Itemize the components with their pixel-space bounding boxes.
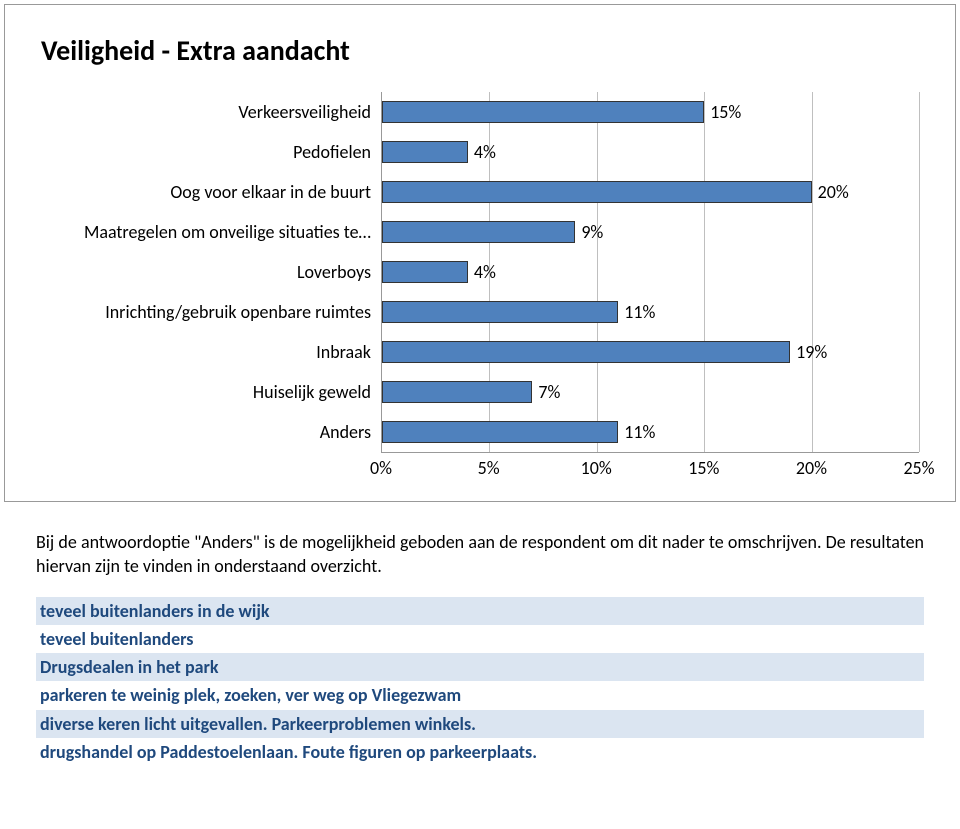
bar: [382, 301, 618, 323]
x-tick-label: 20%: [796, 457, 827, 479]
bar-row: 11%: [382, 292, 919, 332]
bar: [382, 261, 468, 283]
bar-value-label: 7%: [538, 381, 560, 403]
bar-row: 15%: [382, 92, 919, 132]
x-axis: 0%5%10%15%20%25%: [41, 453, 919, 481]
bar-value-label: 11%: [624, 421, 655, 443]
x-tick-label: 25%: [903, 457, 934, 479]
list-item: Drugsdealen in het park: [36, 653, 924, 681]
x-tick-label: 10%: [581, 457, 612, 479]
category-label: Maatregelen om onveilige situaties te…: [41, 212, 381, 252]
category-label: Inbraak: [41, 332, 381, 372]
x-axis-ticks: 0%5%10%15%20%25%: [381, 453, 919, 481]
chart-panel: Veiligheid - Extra aandacht Verkeersveil…: [4, 4, 956, 502]
bar: [382, 221, 575, 243]
x-tick-label: 15%: [688, 457, 719, 479]
bar-value-label: 9%: [581, 221, 603, 243]
category-label: Oog voor elkaar in de buurt: [41, 172, 381, 212]
bar-value-label: 19%: [796, 341, 827, 363]
bar: [382, 141, 468, 163]
bar: [382, 341, 790, 363]
bar: [382, 101, 704, 123]
explanation-paragraph: Bij de antwoordoptie "Anders" is de moge…: [36, 530, 924, 579]
bar: [382, 421, 618, 443]
responses-list: teveel buitenlanders in de wijkteveel bu…: [36, 597, 924, 767]
bars-column: 15% 4% 20% 9% 4% 11% 19% 7% 11%: [381, 92, 919, 453]
category-label: Anders: [41, 412, 381, 452]
category-labels-column: VerkeersveiligheidPedofielenOog voor elk…: [41, 92, 381, 453]
bar-row: 19%: [382, 332, 919, 372]
bar-row: 11%: [382, 412, 919, 452]
list-item: parkeren te weinig plek, zoeken, ver weg…: [36, 681, 924, 709]
chart-body: VerkeersveiligheidPedofielenOog voor elk…: [41, 92, 919, 481]
bar-value-label: 15%: [710, 101, 741, 123]
category-label: Inrichting/gebruik openbare ruimtes: [41, 292, 381, 332]
bar: [382, 381, 532, 403]
category-label: Verkeersveiligheid: [41, 92, 381, 132]
x-tick-label: 0%: [370, 457, 392, 479]
bar-row: 4%: [382, 252, 919, 292]
bar-row: 20%: [382, 172, 919, 212]
bar-row: 7%: [382, 372, 919, 412]
bar-row: 9%: [382, 212, 919, 252]
bar-value-label: 4%: [474, 141, 496, 163]
category-label: Loverboys: [41, 252, 381, 292]
bar-value-label: 11%: [624, 301, 655, 323]
bar-value-label: 20%: [818, 181, 849, 203]
bar-row: 4%: [382, 132, 919, 172]
list-item: drugshandel op Paddestoelenlaan. Foute f…: [36, 738, 924, 766]
list-item: teveel buitenlanders in de wijk: [36, 597, 924, 625]
chart-plot: VerkeersveiligheidPedofielenOog voor elk…: [41, 92, 919, 453]
list-item: diverse keren licht uitgevallen. Parkeer…: [36, 710, 924, 738]
category-label: Huiselijk geweld: [41, 372, 381, 412]
bar-value-label: 4%: [474, 261, 496, 283]
x-tick-label: 5%: [478, 457, 500, 479]
list-item: teveel buitenlanders: [36, 625, 924, 653]
chart-title: Veiligheid - Extra aandacht: [41, 33, 919, 68]
category-label: Pedofielen: [41, 132, 381, 172]
gridline: [919, 92, 920, 452]
bar: [382, 181, 812, 203]
axis-spacer: [41, 453, 381, 481]
